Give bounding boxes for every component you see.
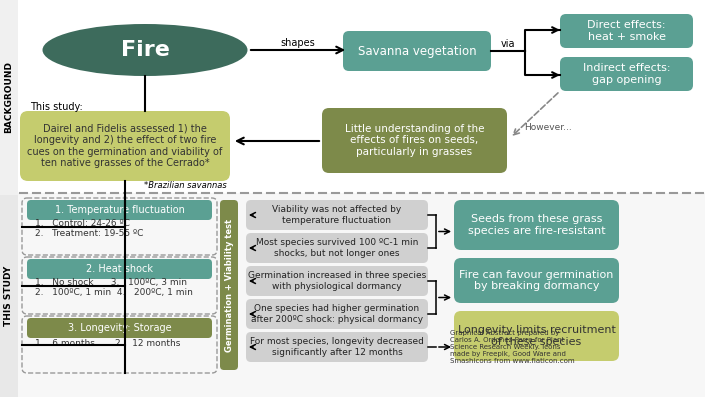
Text: One species had higher germination
after 200ºC shock: physical dormancy: One species had higher germination after… — [251, 304, 423, 324]
FancyBboxPatch shape — [27, 200, 212, 220]
FancyBboxPatch shape — [246, 299, 428, 329]
Ellipse shape — [42, 24, 247, 76]
Text: Indirect effects:
gap opening: Indirect effects: gap opening — [583, 63, 670, 85]
Text: Fire can favour germination
by breaking dormancy: Fire can favour germination by breaking … — [460, 270, 613, 291]
Text: Most species survived 100 ºC-1 min
shocks, but not longer ones: Most species survived 100 ºC-1 min shock… — [256, 238, 418, 258]
FancyBboxPatch shape — [27, 318, 212, 338]
Text: 2.   Treatment: 19-55 ºC: 2. Treatment: 19-55 ºC — [35, 229, 143, 239]
Text: Fire: Fire — [121, 40, 169, 60]
Text: BACKGROUND: BACKGROUND — [4, 61, 13, 133]
Text: 2.   100ºC, 1 min  4.   200ºC, 1 min: 2. 100ºC, 1 min 4. 200ºC, 1 min — [35, 289, 193, 297]
FancyBboxPatch shape — [220, 200, 238, 370]
FancyBboxPatch shape — [560, 14, 693, 48]
Bar — [18, 193, 705, 397]
FancyBboxPatch shape — [20, 111, 230, 181]
Text: Graphical Abstract prepared by
Carlos A. Ordoñez-Parra for Plant
Science Researc: Graphical Abstract prepared by Carlos A.… — [450, 330, 575, 364]
Text: 3. Longevity: Storage: 3. Longevity: Storage — [68, 323, 171, 333]
FancyBboxPatch shape — [454, 200, 619, 250]
Text: Germination + Viability test: Germination + Viability test — [224, 218, 233, 352]
Text: Savanna vegetation: Savanna vegetation — [357, 44, 477, 58]
Bar — [18, 0, 705, 193]
Bar — [0, 0, 18, 195]
Text: Germination increased in three species
with physiological dormancy: Germination increased in three species w… — [248, 271, 426, 291]
FancyBboxPatch shape — [246, 200, 428, 230]
Text: Little understanding of the
effects of fires on seeds,
particularly in grasses: Little understanding of the effects of f… — [345, 124, 484, 157]
FancyBboxPatch shape — [246, 332, 428, 362]
Text: THIS STUDY: THIS STUDY — [4, 266, 13, 326]
Text: *Brazilian savannas: *Brazilian savannas — [144, 181, 226, 189]
Text: Viability was not affected by
temperature fluctuation: Viability was not affected by temperatur… — [272, 205, 402, 225]
Text: Dairel and Fidelis assessed 1) the
longevity and 2) the effect of two fire
cues : Dairel and Fidelis assessed 1) the longe… — [27, 123, 223, 168]
FancyBboxPatch shape — [343, 31, 491, 71]
Text: Seeds from these grass
species are fire-resistant: Seeds from these grass species are fire-… — [467, 214, 606, 236]
FancyBboxPatch shape — [27, 259, 212, 279]
Text: 1.   No shock      3.   100ºC, 3 min: 1. No shock 3. 100ºC, 3 min — [35, 279, 187, 287]
Text: Longevity limits recruitment
of these species: Longevity limits recruitment of these sp… — [458, 325, 615, 347]
Text: 1.   6 months       2.   12 months: 1. 6 months 2. 12 months — [35, 339, 180, 349]
Text: Direct effects:
heat + smoke: Direct effects: heat + smoke — [587, 20, 666, 42]
Text: For most species, longevity decreased
significantly after 12 months: For most species, longevity decreased si… — [250, 337, 424, 357]
Text: shapes: shapes — [281, 38, 315, 48]
Text: However...: However... — [524, 123, 572, 133]
FancyBboxPatch shape — [322, 108, 507, 173]
Text: 2. Heat shock: 2. Heat shock — [86, 264, 153, 274]
Bar — [0, 195, 18, 397]
FancyBboxPatch shape — [454, 258, 619, 303]
FancyBboxPatch shape — [560, 57, 693, 91]
Text: 1. Temperature fluctuation: 1. Temperature fluctuation — [54, 205, 185, 215]
FancyBboxPatch shape — [246, 266, 428, 296]
FancyBboxPatch shape — [454, 311, 619, 361]
Text: This study:: This study: — [30, 102, 82, 112]
Text: via: via — [501, 39, 515, 49]
Text: 1.   Control: 24-26 ºC: 1. Control: 24-26 ºC — [35, 220, 130, 229]
FancyBboxPatch shape — [246, 233, 428, 263]
